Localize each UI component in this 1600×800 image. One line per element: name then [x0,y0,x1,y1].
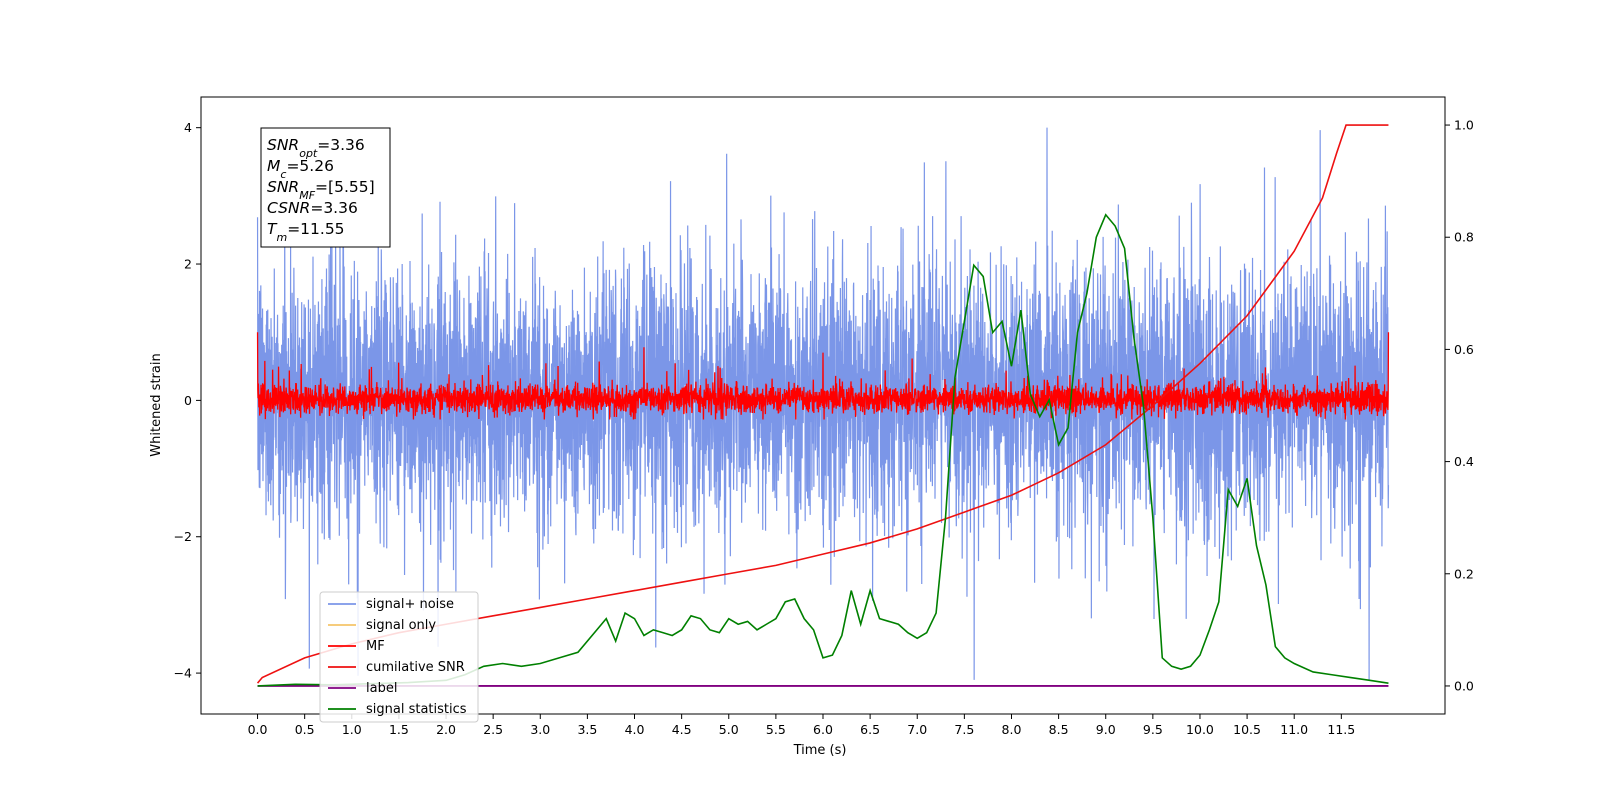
annotation-line: CSNR=3.36 [267,199,358,217]
x-tick-label: 7.0 [907,722,927,737]
y-tick-label: 2 [184,257,192,272]
y-tick-label: 4 [184,120,192,135]
x-tick-label: 4.5 [672,722,692,737]
series-signal-statistics [257,213,1389,687]
y-tick-label: 0 [184,393,192,408]
series-signal-noise [256,127,1390,680]
legend-label: signal statistics [366,702,467,717]
x-tick-label: 8.5 [1049,722,1069,737]
x-tick-label: 9.0 [1096,722,1116,737]
legend-label: signal only [366,618,436,633]
annotation-frame [260,127,391,248]
x-tick-label: 5.0 [719,722,739,737]
annotation-line: SNRMF=[5.55] [267,178,375,202]
x-tick-label: 9.5 [1143,722,1163,737]
annotation-line: Tm=11.55 [267,220,345,244]
y2-tick-label: 0.4 [1454,454,1474,469]
y2-tick-label: 0.2 [1454,566,1474,581]
x-tick-label: 10.5 [1233,722,1261,737]
x-tick-label: 1.5 [389,722,409,737]
x-tick-label: 7.5 [954,722,974,737]
annotation-line: Mc=5.26 [267,157,334,181]
legend-label: label [366,681,397,696]
legend: signal+ noise signal only MF cumilative SNR… [319,591,479,723]
y-tick-label: −2 [174,529,192,544]
y2-tick-label: 0.8 [1454,230,1474,245]
x-tick-label: 3.0 [530,722,550,737]
x-axis: 0.0 0.5 1.0 1.5 2.0 2.5 3.0 3.5 4.0 4.5 5.0 5.5 6.0 6… [248,714,1355,737]
x-tick-label: 11.5 [1327,722,1355,737]
x-tick-label: 6.0 [813,722,833,737]
x-axis-label: Time (s) [793,743,847,758]
x-tick-label: 5.5 [766,722,786,737]
y-axis-left: −4 −2 0 2 4 [174,120,201,681]
legend-frame [319,591,479,723]
y2-tick-label: 0.6 [1454,342,1474,357]
y-axis-right: 0.0 0.2 0.4 0.6 0.8 1.0 [1445,118,1474,693]
x-tick-label: 2.0 [436,722,456,737]
x-tick-label: 3.5 [577,722,597,737]
y-tick-label: −4 [174,666,192,681]
x-tick-label: 0.5 [295,722,315,737]
x-tick-label: 0.0 [248,722,268,737]
y2-tick-label: 1.0 [1454,118,1474,133]
legend-label: signal+ noise [366,597,454,612]
x-tick-label: 8.0 [1002,722,1022,737]
y-axis-label: Whitened strain [149,353,164,456]
annotation-line: SNRopt=3.36 [267,136,365,160]
x-tick-label: 11.0 [1280,722,1308,737]
x-tick-label: 10.0 [1186,722,1214,737]
y2-tick-label: 0.0 [1454,678,1474,693]
x-tick-label: 1.0 [342,722,362,737]
series-mf [256,332,1390,420]
x-tick-label: 4.0 [625,722,645,737]
x-tick-label: 6.5 [860,722,880,737]
legend-label: cumilative SNR [366,660,465,675]
legend-label: MF [366,639,385,654]
x-tick-label: 2.5 [483,722,503,737]
